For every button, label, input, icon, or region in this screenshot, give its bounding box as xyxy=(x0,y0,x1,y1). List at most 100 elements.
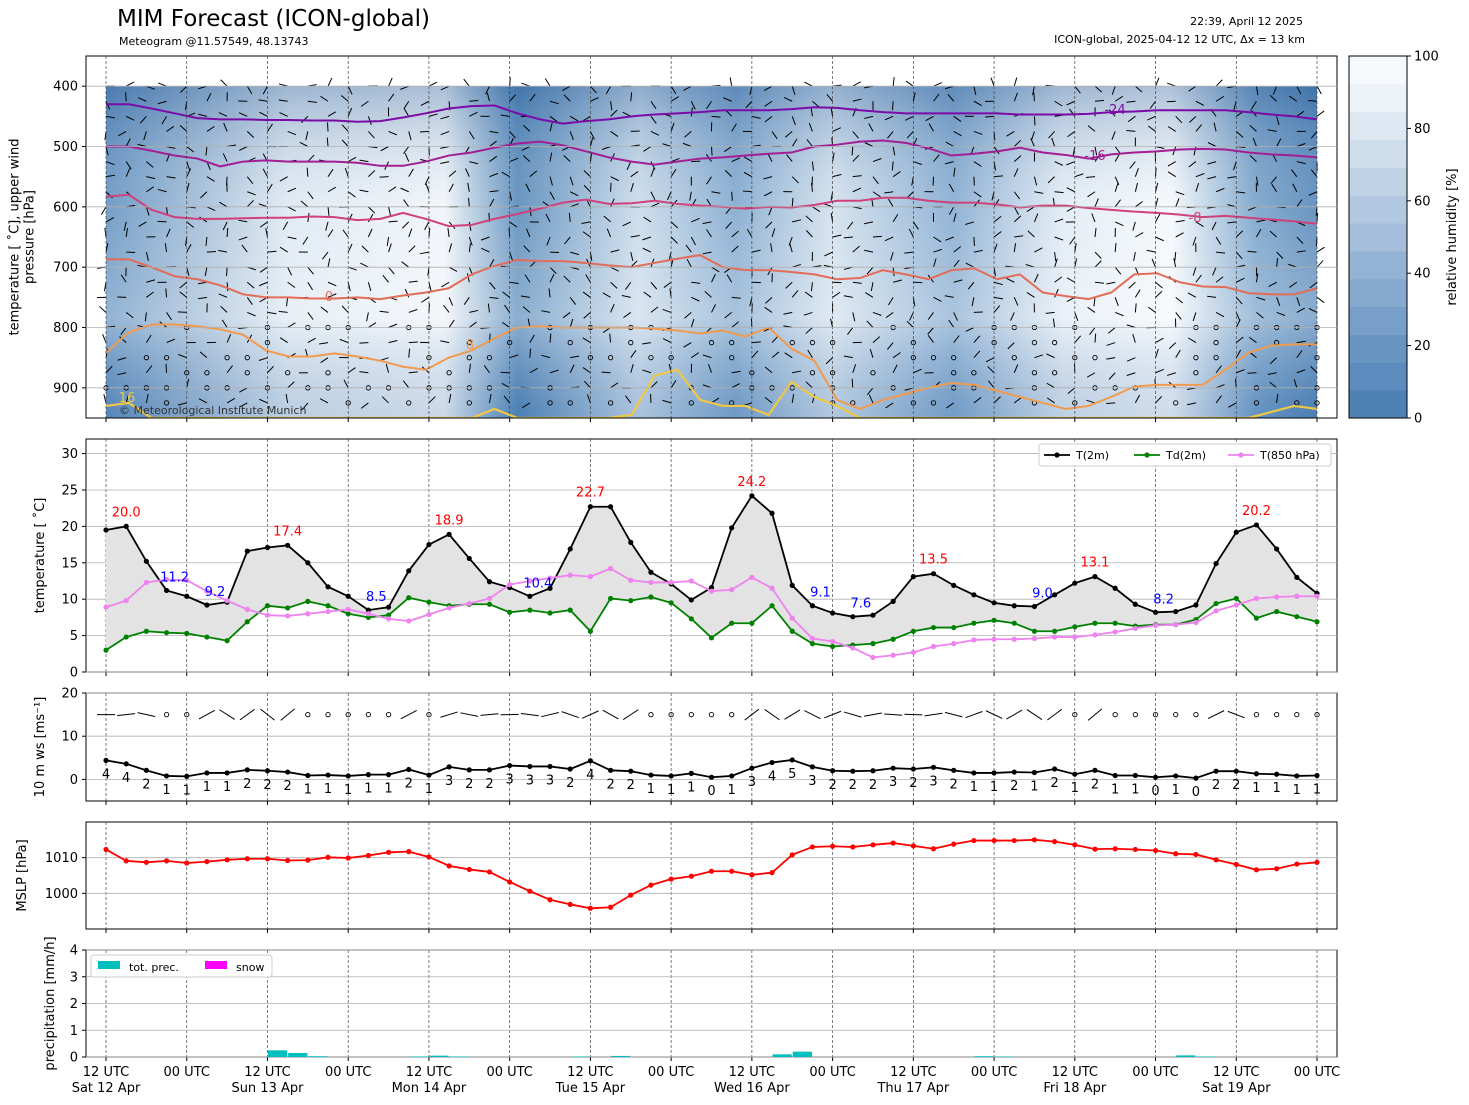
data-point xyxy=(224,857,230,863)
data-point xyxy=(1132,846,1138,853)
wind-barb xyxy=(630,350,637,358)
wind-value-label: 1 xyxy=(647,782,655,797)
data-point xyxy=(1031,628,1038,634)
wind-barb xyxy=(767,153,773,162)
wind-value-label: 2 xyxy=(869,778,877,793)
wind-barb xyxy=(852,281,862,284)
wind-barb xyxy=(1192,267,1197,276)
wind-barb xyxy=(428,282,432,292)
data-point xyxy=(264,544,271,551)
wind-barb xyxy=(1127,115,1136,123)
x-tick-label: 00 UTC xyxy=(325,1065,371,1080)
data-point xyxy=(567,607,573,613)
wind-value-label: 1 xyxy=(304,783,312,798)
wind-barb xyxy=(408,280,418,283)
x-tick-label: 00 UTC xyxy=(164,1065,210,1080)
wind-barb xyxy=(1066,206,1076,212)
wind-barb xyxy=(606,228,612,238)
calm-wind-marker xyxy=(1031,339,1038,346)
data-point xyxy=(729,620,735,626)
calm-wind-marker xyxy=(143,355,150,361)
calm-wind-marker xyxy=(648,355,654,361)
data-point xyxy=(466,600,472,607)
wind-barb xyxy=(1175,115,1183,124)
wind-barb xyxy=(1276,116,1280,126)
data-point xyxy=(587,574,594,580)
wind-barb xyxy=(522,155,531,162)
legend-box xyxy=(1038,443,1332,467)
wind-barb xyxy=(953,335,960,343)
wind-barb xyxy=(469,100,479,102)
wind-barb xyxy=(307,337,316,344)
wind-barb xyxy=(403,100,410,110)
wind-barb xyxy=(630,251,634,261)
wind-barb xyxy=(1114,266,1122,275)
wind-value-label: 1 xyxy=(1293,783,1301,798)
wind-barb xyxy=(489,140,497,147)
data-point xyxy=(648,579,654,586)
data-point xyxy=(184,630,190,637)
wind-barb xyxy=(1054,276,1063,283)
wind-barb xyxy=(1147,115,1156,121)
wind-barb xyxy=(605,85,612,95)
data-point xyxy=(910,649,916,655)
wind-barb xyxy=(1005,277,1015,283)
x-tick-label: Sat 12 Apr xyxy=(72,1081,141,1096)
data-point xyxy=(729,587,735,593)
wind-barb xyxy=(851,146,854,156)
wind-value-label: 1 xyxy=(1313,783,1321,798)
wind-barb xyxy=(509,157,519,163)
wind-barb xyxy=(1006,130,1015,137)
wind-barb xyxy=(913,161,923,165)
data-point xyxy=(264,603,271,609)
data-point xyxy=(1072,842,1078,848)
data-point xyxy=(1112,629,1118,635)
wind-barb xyxy=(463,297,470,305)
wind-barb xyxy=(1106,402,1116,404)
wind-value-label: 4 xyxy=(102,767,110,782)
data-point xyxy=(345,855,351,861)
wind-barb xyxy=(563,94,571,102)
wind-barb xyxy=(682,142,692,147)
wind-barb xyxy=(751,350,759,358)
calm-wind-marker xyxy=(284,370,291,376)
wind-barb xyxy=(870,282,874,292)
wind-barb xyxy=(145,334,152,343)
wind-barb xyxy=(246,176,254,185)
wind-barb xyxy=(993,296,1004,300)
data-point xyxy=(406,568,412,574)
y-tick-label: 0 xyxy=(70,773,78,788)
data-point xyxy=(406,618,412,624)
wind-barb xyxy=(205,146,208,156)
wind-barb xyxy=(971,297,975,307)
wind-barb xyxy=(884,236,894,242)
wind-barb xyxy=(630,235,640,238)
data-point xyxy=(769,870,775,876)
wind-barb xyxy=(1247,250,1257,253)
wind-barb xyxy=(610,281,618,289)
wind-barb xyxy=(985,115,995,118)
data-point xyxy=(749,872,755,878)
wind-barb xyxy=(117,372,127,376)
wind-barb xyxy=(546,236,551,246)
wind-barb xyxy=(724,170,733,178)
wind-barb xyxy=(157,188,167,193)
wind-barb xyxy=(145,393,149,404)
wind-barb xyxy=(602,709,619,720)
x-tick-label: 12 UTC xyxy=(567,1065,613,1080)
calm-wind-marker xyxy=(809,370,816,376)
wind-value-label: 1 xyxy=(1172,783,1180,798)
wind-barb xyxy=(1135,232,1144,238)
data-point xyxy=(729,525,735,531)
colorbar-tick-label: 80 xyxy=(1414,122,1431,137)
data-point xyxy=(749,574,755,580)
wind-barb xyxy=(145,365,153,374)
calm-wind-marker xyxy=(1152,711,1159,718)
wind-barb xyxy=(327,281,337,287)
data-point xyxy=(1173,622,1179,628)
y-tick-label: 5 xyxy=(70,629,78,644)
wind-barb xyxy=(509,94,517,102)
wind-barb xyxy=(1013,364,1019,373)
wind-barb xyxy=(731,191,733,201)
wind-barb xyxy=(808,122,813,132)
